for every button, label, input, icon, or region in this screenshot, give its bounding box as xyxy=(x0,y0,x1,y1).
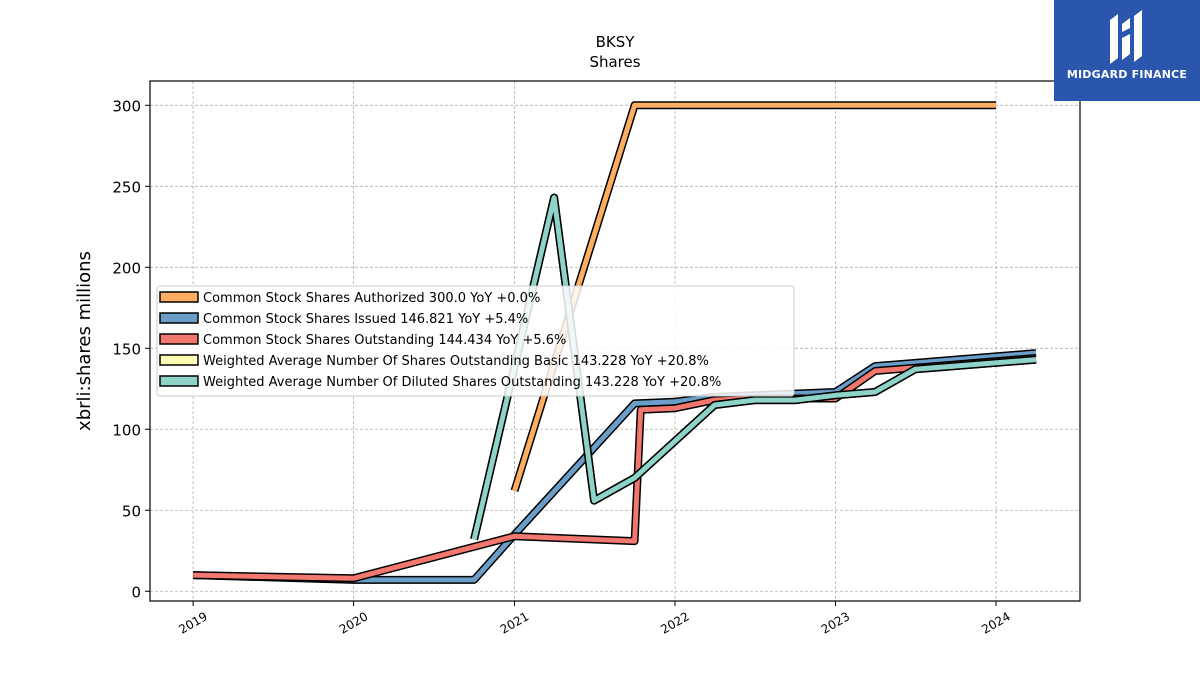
legend-box xyxy=(156,285,795,397)
y-tick-label: 0 xyxy=(131,583,141,601)
legend-label: Weighted Average Number Of Shares Outsta… xyxy=(203,354,709,369)
y-tick-label: 50 xyxy=(122,502,141,520)
x-tick-label: 2019 xyxy=(176,609,209,636)
brand-logo-icon xyxy=(1110,10,1142,64)
x-tick-label: 2021 xyxy=(498,609,531,636)
series-line-2 xyxy=(193,350,1037,583)
chart-title: BKSY xyxy=(596,33,636,51)
legend-swatch xyxy=(159,333,199,345)
legend-label: Common Stock Shares Issued 146.821 YoY +… xyxy=(203,312,528,327)
legend: Common Stock Shares Authorized 300.0 YoY… xyxy=(156,285,795,397)
x-tick-label: 2023 xyxy=(819,609,852,636)
y-tick-label: 100 xyxy=(112,421,141,439)
grid xyxy=(150,81,1080,601)
y-tick-label: 150 xyxy=(112,340,141,358)
x-tick-label: 2020 xyxy=(337,609,370,636)
legend-swatch xyxy=(159,354,199,366)
brand-logo: MIDGARD FINANCE xyxy=(1054,0,1200,101)
series-line-5 xyxy=(471,195,1037,540)
brand-name: MIDGARD FINANCE xyxy=(1066,68,1188,81)
x-tick-label: 2022 xyxy=(658,609,691,636)
legend-label: Weighted Average Number Of Diluted Share… xyxy=(203,375,721,390)
y-tick-label: 300 xyxy=(112,97,141,115)
legend-swatch xyxy=(159,375,199,387)
y-tick-label: 200 xyxy=(112,259,141,277)
legend-swatch xyxy=(159,291,199,303)
legend-swatch xyxy=(159,312,199,324)
y-axis-label: xbrli:shares millions xyxy=(74,251,95,431)
series-lines xyxy=(192,101,1037,584)
legend-label: Common Stock Shares Outstanding 144.434 … xyxy=(203,333,566,348)
chart-subtitle: Shares xyxy=(589,53,640,71)
plot-frame xyxy=(149,80,1081,602)
legend-label: Common Stock Shares Authorized 300.0 YoY… xyxy=(203,291,540,306)
y-tick-label: 250 xyxy=(112,178,141,196)
x-tick-label: 2024 xyxy=(979,609,1012,636)
axes: 0 50 100 150 200 250 300 2019 2020 2021 2022 2023 20… xyxy=(112,97,1012,636)
